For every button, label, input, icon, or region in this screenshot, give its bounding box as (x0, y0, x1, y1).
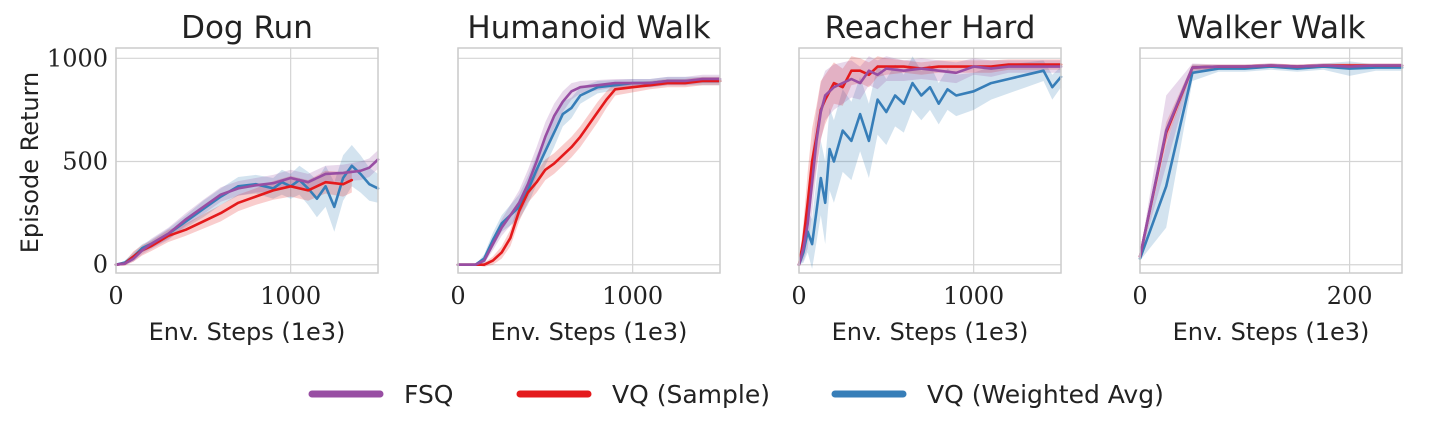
axes-frame (1139, 47, 1403, 274)
panel-title: Dog Run (181, 10, 313, 46)
x-tick-label: 1000 (602, 282, 663, 310)
line-fsq (456, 77, 722, 267)
axes-frame (798, 47, 1062, 274)
legend-label: VQ (Sample) (612, 380, 770, 409)
panel-title: Humanoid Walk (467, 10, 710, 46)
panel-humanoid-walk: Humanoid Walk 0 1000 Env. Steps (1e3) (450, 10, 722, 346)
x-axis-label: Env. Steps (1e3) (491, 318, 688, 346)
legend-entry-fsq: FSQ (308, 380, 454, 409)
legend-label: FSQ (404, 380, 454, 409)
axes-frame (115, 47, 379, 274)
x-tick-label: 0 (108, 282, 123, 310)
x-tick-label: 1000 (943, 282, 1004, 310)
line-fsq (114, 158, 380, 267)
line-vq-weighted-avg (797, 69, 1063, 267)
panel-dog-run: Dog Run 0 1000 0 500 1000 Env. Steps (1e3) Epis… (16, 10, 380, 346)
band-fsq (799, 56, 1061, 265)
x-tick-label: 200 (1327, 282, 1373, 310)
y-axis-label: Episode Return (16, 72, 44, 254)
axes-frame (457, 47, 721, 274)
y-tick-label: 500 (62, 148, 108, 176)
line-fsq (1138, 64, 1404, 258)
band-vq-sample (116, 167, 352, 266)
x-axis-label: Env. Steps (1e3) (149, 318, 346, 346)
band-vq-sample (458, 76, 720, 267)
y-tick-label: 1000 (47, 44, 108, 72)
legend: FSQ VQ (Sample) VQ (Weighted Avg) (308, 380, 1164, 409)
legend-entry-vq-sample: VQ (Sample) (516, 380, 770, 409)
y-tick-label: 0 (93, 251, 108, 279)
x-axis-label: Env. Steps (1e3) (1173, 318, 1370, 346)
x-tick-label: 0 (450, 282, 465, 310)
legend-entry-vq-weighted-avg: VQ (Weighted Avg) (831, 380, 1164, 409)
band-vq-sample (799, 56, 1061, 265)
line-vq-sample (456, 79, 722, 267)
legend-label: VQ (Weighted Avg) (927, 380, 1164, 409)
panel-reacher-hard: Reacher Hard 0 1000 Env. Steps (1e3) (791, 10, 1063, 346)
band-vq-weighted-avg (116, 145, 378, 265)
line-fsq (797, 65, 1063, 267)
x-axis-label: Env. Steps (1e3) (832, 318, 1029, 346)
band-vq-weighted-avg (799, 56, 1061, 269)
panel-title: Walker Walk (1176, 10, 1365, 46)
x-tick-label: 1000 (260, 282, 321, 310)
x-tick-label: 0 (1132, 282, 1147, 310)
panel-title: Reacher Hard (825, 10, 1036, 46)
panel-walker-walk: Walker Walk 0 200 Env. Steps (1e3) (1132, 10, 1404, 346)
x-tick-label: 0 (791, 282, 806, 310)
